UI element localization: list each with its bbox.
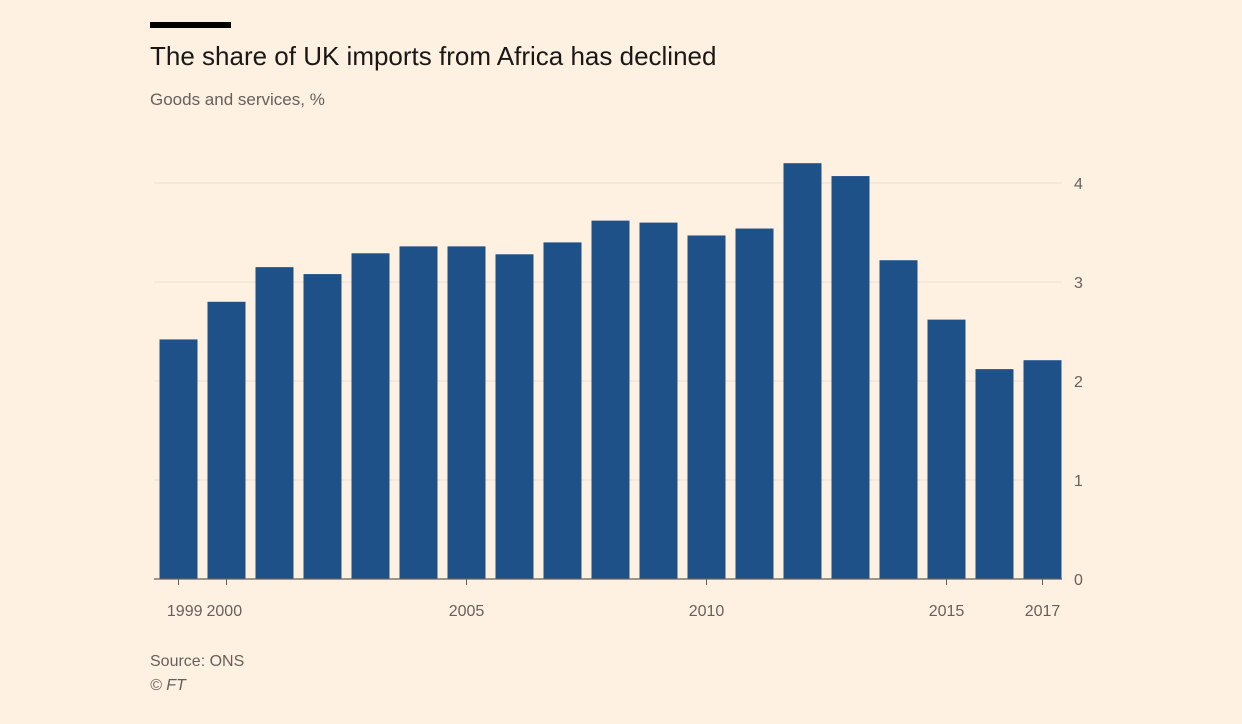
- bar-2009: [639, 222, 678, 579]
- bar-2004: [399, 246, 438, 580]
- x-tick-label: 2000: [207, 603, 243, 620]
- bar-2015: [927, 319, 966, 579]
- x-tick-label: 2005: [449, 603, 485, 620]
- chart-title: The share of UK imports from Africa has …: [150, 41, 717, 71]
- bar-2001: [255, 267, 294, 579]
- x-tick-label: 2015: [929, 603, 965, 620]
- top-rule: [150, 22, 231, 28]
- copyright-note: © FT: [150, 677, 186, 694]
- bar-2016: [975, 369, 1014, 579]
- bar-2003: [351, 253, 390, 580]
- bar-2017: [1023, 360, 1062, 579]
- bar-2005: [447, 246, 486, 580]
- y-tick-label: 2: [1074, 374, 1083, 391]
- bar-2006: [495, 254, 534, 579]
- y-tick-label: 4: [1074, 176, 1083, 193]
- bar-2014: [879, 260, 918, 579]
- y-tick-label: 1: [1074, 473, 1083, 490]
- source-note: Source: ONS: [150, 653, 245, 670]
- bar-2008: [591, 220, 630, 579]
- chart-subtitle: Goods and services, %: [150, 90, 325, 109]
- x-tick-label: 1999: [167, 603, 203, 620]
- y-tick-label: 3: [1074, 275, 1083, 292]
- x-tick-label: 2017: [1025, 603, 1061, 620]
- bar-1999: [159, 339, 198, 579]
- y-tick-label: 0: [1074, 572, 1083, 589]
- bar-2010: [687, 235, 726, 579]
- bar-2012: [783, 163, 822, 579]
- bar-2011: [735, 228, 774, 580]
- x-tick-label: 2010: [689, 603, 725, 620]
- bar-2000: [207, 301, 246, 579]
- bar-2002: [303, 274, 342, 579]
- bar-2007: [543, 242, 582, 579]
- bar-2013: [831, 176, 870, 579]
